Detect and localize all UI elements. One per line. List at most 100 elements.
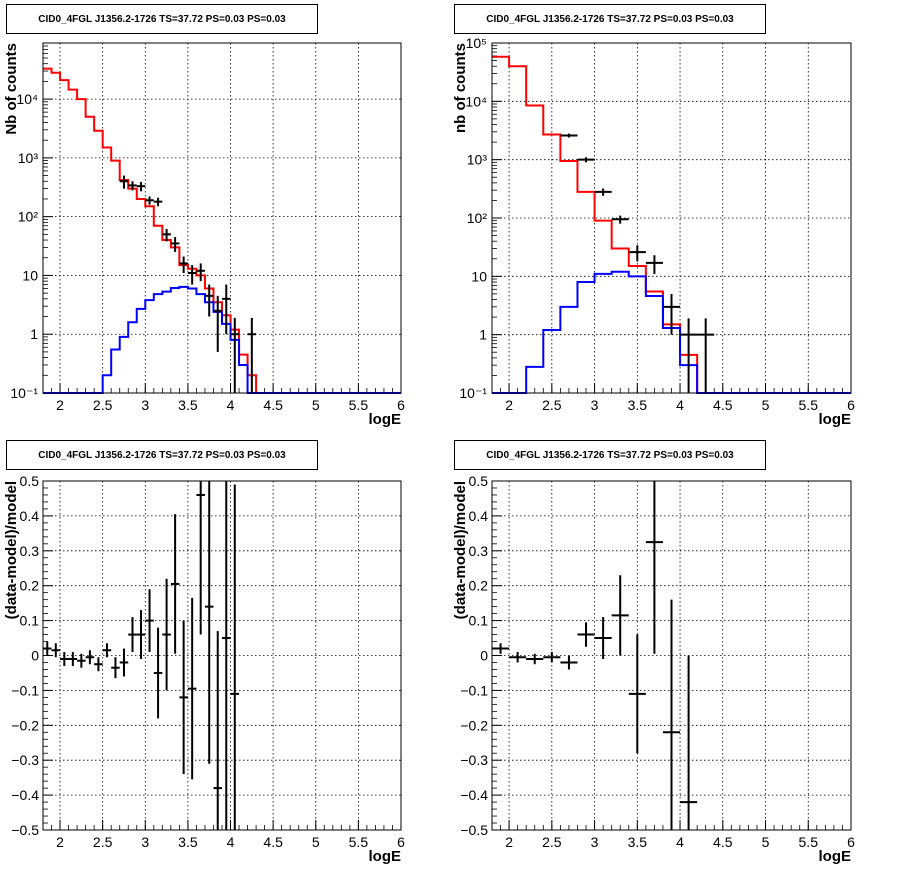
data-point [102,643,112,658]
data-point [136,181,146,192]
data-point [594,188,612,196]
data-point [162,228,171,242]
data-point [60,652,69,666]
data-point [128,617,137,653]
x-tick-label: 2.5 [93,834,113,850]
data-point [128,181,137,191]
data-point [543,652,561,663]
left-counts-title: CID0_4FGL J1356.2-1726 TS=37.72 PS=0.03 … [6,4,318,34]
x-tick-label: 3.5 [628,397,648,413]
right-counts-chart: 2 2.5 3 3.5 4 4.5 5 5.5 6 10⁻¹ 1 10 10² 10³ 10⁴ 10⁵ logE… [452,35,855,428]
data-point [560,655,578,670]
data-point [94,657,103,672]
x-tick-label: 4 [676,834,684,850]
x-tick-label: 5 [762,397,770,413]
data-point [85,650,95,665]
x-tick-label: 3 [141,834,149,850]
data-point [230,484,240,830]
y-tick-label: 0.1 [469,613,489,629]
y-tick-label: 10 [22,267,38,283]
y-tick-label: 10⁴ [465,93,487,109]
data-point [119,648,129,677]
right-residuals-series-residuals [492,481,698,830]
left-residuals-frame [42,480,402,831]
x-tick-label: 3.5 [178,834,198,850]
x-tick-label: 4 [227,397,235,413]
data-point [162,578,171,691]
y-axis-label: (data-model)/model [3,481,20,619]
data-point [230,317,240,393]
x-tick-label: 2.5 [542,834,562,850]
data-point [611,575,629,656]
y-tick-label: 10³ [18,150,39,166]
x-axis-label: logE [369,411,402,428]
x-tick-label: 5.5 [799,397,819,413]
y-tick-label: −0.5 [11,822,39,838]
x-tick-label: 5 [762,834,770,850]
x-axis-label: logE [819,411,852,428]
y-tick-label: 10 [471,268,487,284]
x-tick-label: 3.5 [178,397,198,413]
x-tick-label: 6 [397,397,405,413]
data-point [187,597,197,780]
data-point [492,643,510,654]
data-point [196,263,205,282]
x-tick-label: 5.5 [799,834,819,850]
y-tick-label: 10² [18,209,39,225]
right-counts-series-data [560,133,715,393]
x-tick-label: 6 [847,397,855,413]
data-point [153,197,163,207]
y-tick-label: 10² [467,210,488,226]
y-tick-label: 0.2 [20,578,40,594]
x-tick-label: 2.5 [542,397,562,413]
y-tick-label: −0.5 [460,822,488,838]
y-tick-label: 0.3 [20,543,40,559]
data-point [577,622,595,647]
data-point [51,643,61,658]
data-point [204,481,214,764]
data-point [145,196,154,205]
x-axis-label: logE [369,848,402,865]
y-tick-label: 0 [480,648,488,664]
total-model-histogram [492,55,851,394]
y-tick-label: −0.2 [460,717,488,733]
y-tick-label: 0.4 [20,508,40,524]
x-tick-label: 2 [56,834,64,850]
x-tick-label: 2 [505,397,513,413]
x-tick-label: 6 [397,834,405,850]
y-tick-label: 0.5 [20,473,40,489]
x-tick-label: 4.5 [713,834,733,850]
y-tick-label: 0 [31,648,39,664]
data-point [509,652,527,663]
left-residuals-series-residuals [43,481,240,830]
x-tick-label: 4 [676,397,684,413]
left-counts-series-total-model [43,67,401,394]
y-axis-label: nb of counts [452,43,469,133]
x-tick-label: 4.5 [263,834,283,850]
left-counts-chart: 2 2.5 3 3.5 4 4.5 5 5.5 6 10⁻¹ 1 10 10² 10³ 10⁴ logE Nb … [3,42,405,428]
data-point [577,157,595,163]
x-tick-label: 4 [227,834,235,850]
data-point [213,295,222,352]
y-tick-label: 10⁴ [16,91,38,107]
x-tick-label: 5 [312,397,320,413]
data-point [645,255,663,274]
data-point [222,481,231,830]
y-tick-label: −0.4 [460,787,488,803]
data-point [594,617,612,659]
y-axis-label: (data-model)/model [452,481,469,619]
y-tick-label: 10⁵ [466,35,487,51]
left-residuals-title: CID0_4FGL J1356.2-1726 TS=37.72 PS=0.03 … [6,440,318,470]
data-point [179,620,188,775]
right-residuals-chart: 2 2.5 3 3.5 4 4.5 5 5.5 6 −0.5 −0.4 −0.3 −0.2 −0.1 0 0.… [452,473,855,865]
y-tick-label: 1 [30,326,38,342]
left-residuals-chart: 2 2.5 3 3.5 4 4.5 5 5.5 6 −0.5 −0.4 −0.3 −0.2 −0.1 0 0.… [3,473,405,865]
x-tick-label: 2 [56,397,64,413]
x-tick-label: 2.5 [93,397,113,413]
data-point [77,653,86,668]
y-axis-label: Nb of counts [3,43,20,135]
x-tick-label: 2 [505,834,513,850]
x-tick-label: 3.5 [628,834,648,850]
data-point [204,284,214,317]
